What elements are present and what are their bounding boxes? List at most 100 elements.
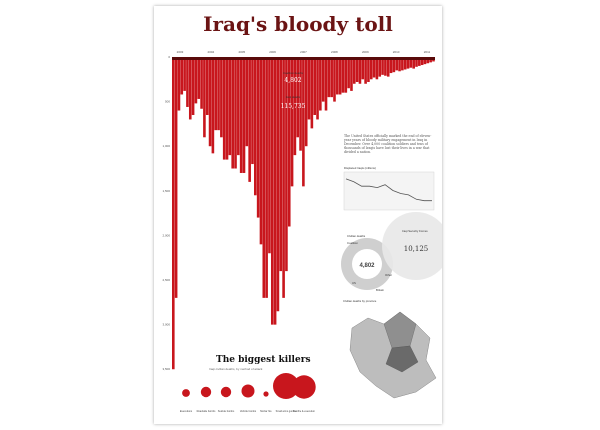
killer-bubble-label: Gunfire & execution [293, 410, 316, 413]
bar [398, 57, 401, 72]
year-tick-label: 2008 [331, 50, 338, 54]
bar [290, 57, 294, 187]
bar [188, 57, 192, 120]
bar [276, 57, 280, 312]
bar [180, 57, 184, 95]
bar [197, 57, 201, 99]
bar [389, 57, 393, 74]
bar [293, 57, 297, 156]
bar [423, 57, 427, 65]
bar [321, 57, 325, 102]
bar [203, 57, 206, 138]
year-tick-label: 2005 [238, 50, 245, 54]
bar [200, 57, 203, 109]
bar [307, 57, 311, 120]
bar [319, 57, 322, 111]
killer-bubble-label: Suicide bombs [218, 410, 235, 413]
security-forces-value: 10,125 [404, 245, 429, 253]
killer-bubble [292, 375, 316, 399]
scale-tick-label: 0 [168, 55, 170, 59]
bar [361, 57, 365, 80]
killer-bubble-label: Vehicle bombs [240, 410, 257, 413]
bar [186, 57, 189, 107]
bar [367, 57, 370, 82]
year-tick-label: 2009 [362, 50, 369, 54]
scale-tick-label: 500 [165, 100, 170, 104]
killer-bubble [182, 389, 190, 397]
displaced-line-chart: Displaced Iraqis (millions) [343, 166, 435, 211]
bar [183, 57, 186, 91]
bar [282, 57, 285, 298]
bar [237, 57, 240, 156]
bar [177, 57, 181, 111]
killer-bubble-label: Executions [180, 410, 193, 413]
bar [324, 57, 328, 111]
biggest-killers-subtitle: Iraqi civilian deaths, by method of atta… [209, 367, 263, 371]
bar [352, 57, 356, 84]
year-ticks: 2003 2004 2005 2006 2007 2008 2009 2010 2011 [177, 50, 431, 54]
scale-tick-label: 2,000 [162, 233, 170, 237]
killer-bubble [241, 384, 255, 398]
bar [310, 57, 314, 129]
infographic-poster: Iraq's bloody toll 2003 2004 2005 2006 2007 2… [154, 6, 442, 424]
bar [248, 57, 251, 182]
bar [358, 57, 362, 84]
bar [172, 57, 175, 370]
bar [381, 57, 384, 75]
bar [194, 57, 198, 104]
killer-bubble [273, 373, 299, 399]
bar [395, 57, 399, 71]
killer-bubble-label: Roadside bombs [197, 410, 217, 413]
bar [256, 57, 260, 218]
bar [347, 57, 350, 89]
bar [401, 57, 404, 71]
bar [174, 57, 178, 298]
year-tick-label: 2007 [300, 50, 307, 54]
bar [327, 57, 331, 98]
map-title: Civilian deaths by province [343, 299, 377, 303]
killer-bubble [263, 391, 269, 397]
donut-series-label: Iraqi Security Forces [402, 229, 428, 233]
scale-tick-label: 1,500 [162, 189, 170, 193]
bar [336, 57, 339, 95]
bar [191, 57, 195, 115]
bar [392, 57, 396, 73]
year-tick-label: 2011 [424, 50, 431, 54]
coalition-deaths-strip [172, 57, 435, 60]
donut-series-label: Coalition [347, 241, 358, 245]
bar [384, 57, 387, 76]
bar [287, 57, 291, 227]
coalition-deaths-value: 4,802 [284, 77, 301, 84]
biggest-killers-title: The biggest killers [216, 355, 311, 365]
bar [420, 57, 424, 66]
bar [220, 57, 223, 138]
bar [234, 57, 237, 169]
iraqi-deaths-label: Iraqi deaths [286, 95, 301, 99]
bar [259, 57, 263, 245]
bar [296, 57, 300, 138]
bar [214, 57, 218, 131]
bar [217, 57, 220, 131]
bar [355, 57, 359, 82]
bar [344, 57, 348, 93]
biggest-killers-chart: Executions Roadside bombs Suicide bombs Veh… [180, 373, 316, 413]
page-title: Iraq's bloody toll [203, 12, 393, 36]
death-scale-ticks: 0 500 1,000 1,500 2,000 2,500 3,000 3,500 [162, 55, 170, 371]
bar [386, 57, 390, 77]
year-tick-label: 2006 [269, 50, 276, 54]
donut-slice-label: Other [385, 273, 392, 277]
donut-center-value: 4,802 [359, 263, 375, 269]
bar [316, 57, 319, 120]
bar [330, 57, 333, 98]
donut-slice-label: Britain [376, 288, 384, 292]
intro-text: The United States officially marked the … [344, 134, 432, 154]
bar [299, 57, 302, 151]
bar [225, 57, 229, 160]
displaced-line [345, 178, 432, 202]
bar [403, 57, 407, 70]
infographic-canvas: 2003 2004 2005 2006 2007 2008 2009 2010 2011 0 50… [162, 50, 442, 399]
bar [350, 57, 353, 91]
bar [333, 57, 336, 102]
bar [285, 57, 288, 272]
donut-slice-label: US [352, 281, 356, 285]
